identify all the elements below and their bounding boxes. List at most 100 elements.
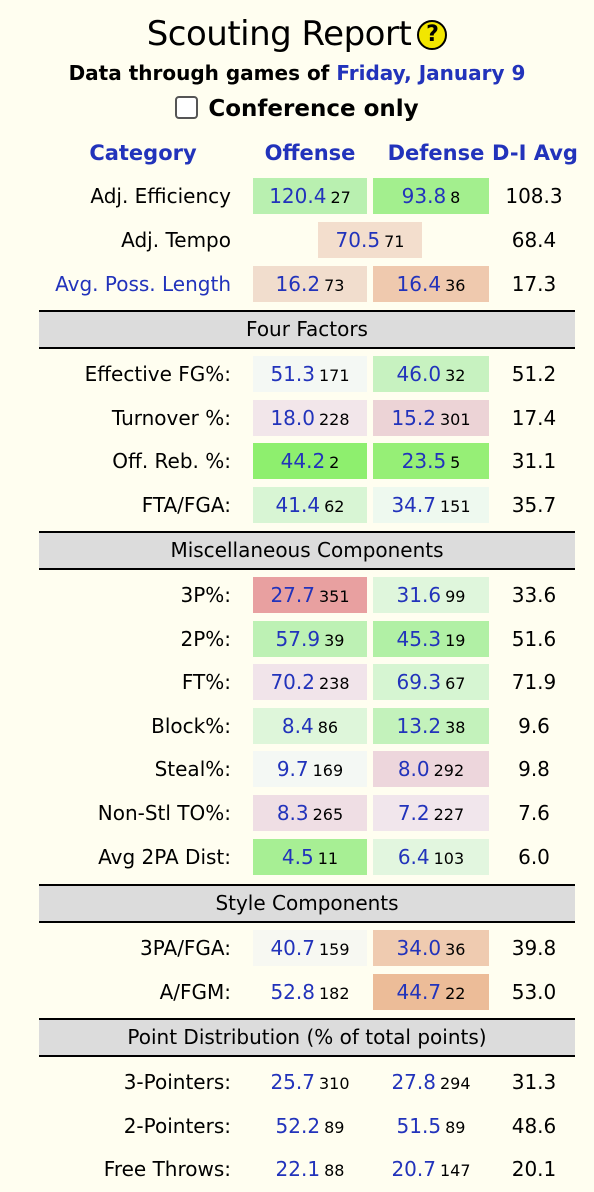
table-row: Avg. Poss. Length 16.2 73 16.4 36 17.3 — [0, 262, 594, 306]
defense-cell-value[interactable]: 7.2 — [397, 801, 430, 825]
d1-avg-cell: 31.3 — [511, 1070, 557, 1094]
offense-header[interactable]: Offense — [264, 141, 356, 165]
table-row: Effective FG%: 51.3 171 46.0 32 51.2 — [0, 352, 594, 396]
defense-cell-value[interactable]: 34.7 — [391, 492, 436, 517]
offense-cell-value[interactable]: 8.3 — [276, 801, 309, 825]
d1-avg-cell: 39.8 — [511, 936, 557, 960]
defense-cell-value[interactable]: 27.8 — [391, 1070, 436, 1094]
question-mark-icon[interactable]: ? — [417, 20, 448, 50]
offense-cell: 16.2 73 — [253, 266, 367, 302]
offense-cell-value[interactable]: 70.2 — [270, 670, 315, 695]
offense-cell-value[interactable]: 25.7 — [270, 1070, 315, 1094]
section-header: Four Factors — [39, 310, 575, 349]
offense-cell-value[interactable]: 27.7 — [270, 583, 315, 607]
defense-cell: 20.7 147 — [373, 1151, 489, 1188]
table-row: Turnover %: 18.0 228 15.2 301 17.4 — [0, 396, 594, 440]
offense-cell-value[interactable]: 57.9 — [275, 626, 321, 651]
d1-avg-cell: 53.0 — [511, 979, 557, 1004]
defense-header[interactable]: Defense — [387, 141, 485, 165]
defense-cell-value[interactable]: 15.2 — [391, 405, 436, 430]
offense-cell: 52.2 89 — [253, 1107, 367, 1144]
title-text: Scouting Report — [146, 14, 412, 54]
offense-cell-value[interactable]: 120.4 — [269, 184, 327, 208]
section-header: Point Distribution (% of total points) — [39, 1018, 575, 1057]
d1-avg-cell: 33.6 — [511, 583, 557, 607]
table-row: 3P%: 27.7 351 31.6 99 33.6 — [0, 573, 594, 617]
offense-cell: 25.7 310 — [253, 1064, 367, 1100]
offense-cell-value[interactable]: 44.2 — [280, 449, 326, 474]
offense-cell-value[interactable]: 52.2 — [275, 1113, 321, 1138]
defense-cell-rank: 147 — [439, 1161, 471, 1181]
offense-cell-value[interactable]: 40.7 — [270, 936, 315, 960]
defense-cell: 34.0 36 — [373, 930, 489, 966]
defense-cell: 69.3 67 — [373, 664, 489, 701]
defense-cell-rank: 8 — [450, 188, 461, 207]
defense-cell-value[interactable]: 23.5 — [401, 449, 447, 474]
offense-cell: 27.7 351 — [253, 577, 367, 613]
table-row: Adj. Efficiency 120.4 27 93.8 8 108.3 — [0, 174, 594, 218]
offense-cell-value[interactable]: 4.5 — [281, 844, 314, 869]
defense-cell-rank: 36 — [445, 276, 466, 295]
offense-cell-value[interactable]: 8.4 — [281, 713, 314, 738]
offense-cell: 51.3 171 — [253, 356, 367, 392]
defense-cell-value[interactable]: 44.7 — [396, 979, 442, 1004]
defense-cell: 34.7 151 — [373, 486, 489, 523]
date-link[interactable]: Friday, January 9 — [336, 61, 526, 85]
row-label: 2-Pointers: — [123, 1113, 231, 1138]
conference-only-toggle[interactable]: Conference only — [0, 96, 594, 122]
offense-cell-value[interactable]: 18.0 — [270, 405, 315, 430]
defense-cell-value[interactable]: 13.2 — [396, 713, 442, 738]
defense-cell-value[interactable]: 31.6 — [396, 583, 442, 607]
defense-cell: 8.0 292 — [373, 751, 489, 788]
defense-cell-value[interactable]: 93.8 — [401, 184, 447, 208]
d1-avg-cell: 17.4 — [511, 405, 557, 430]
d1-avg-header[interactable]: D-I Avg — [492, 141, 578, 165]
offense-cell-rank: 238 — [318, 674, 350, 694]
defense-cell-rank: 151 — [439, 496, 471, 516]
row-label: A/FGM: — [159, 979, 231, 1004]
offense-cell-value[interactable]: 41.4 — [275, 492, 321, 517]
row-label[interactable]: Avg. Poss. Length — [55, 272, 231, 296]
conference-only-checkbox[interactable] — [175, 96, 199, 119]
page-title: Scouting Report? — [0, 14, 594, 54]
table-row: Avg 2PA Dist: 4.5 11 6.4 103 6.0 — [0, 835, 594, 879]
table-row: FT%: 70.2 238 69.3 67 71.9 — [0, 660, 594, 704]
defense-cell-value[interactable]: 16.4 — [396, 272, 442, 296]
category-header[interactable]: Category — [89, 141, 197, 165]
row-label: Avg 2PA Dist: — [98, 844, 231, 869]
offense-cell-rank: 86 — [317, 717, 339, 737]
offense-cell-value[interactable]: 51.3 — [270, 362, 315, 386]
offense-cell: 40.7 159 — [253, 930, 367, 966]
defense-cell-value[interactable]: 69.3 — [396, 670, 442, 695]
defense-cell-value[interactable]: 8.0 — [397, 757, 430, 782]
row-label: 3-Pointers: — [123, 1070, 231, 1094]
row-label: Block%: — [151, 713, 231, 738]
defense-cell-rank: 227 — [433, 805, 465, 824]
defense-cell: 51.5 89 — [373, 1107, 489, 1144]
table-row: 3-Pointers: 25.7 310 27.8 294 31.3 — [0, 1060, 594, 1104]
offense-cell-rank: 39 — [324, 630, 345, 650]
offense-cell-value[interactable]: 22.1 — [275, 1157, 321, 1182]
offense-cell-value[interactable]: 16.2 — [275, 272, 321, 296]
defense-cell: 6.4 103 — [373, 838, 489, 875]
defense-cell-value[interactable]: 45.3 — [396, 626, 442, 651]
row-label: Off. Reb. %: — [112, 449, 231, 474]
offense-cell-rank: 73 — [324, 276, 345, 295]
defense-cell-value[interactable]: 34.0 — [396, 936, 442, 960]
offense-cell: 70.2 238 — [253, 664, 367, 701]
d1-avg-cell: 51.2 — [511, 362, 557, 386]
offense-cell-value[interactable]: 9.7 — [276, 757, 309, 782]
defense-cell-value[interactable]: 6.4 — [397, 844, 430, 869]
row-label: Steal%: — [154, 757, 231, 782]
defense-cell: 44.7 22 — [373, 973, 489, 1010]
defense-cell-value[interactable]: 51.5 — [396, 1113, 442, 1138]
offense-cell-rank: 88 — [324, 1161, 345, 1181]
tempo-cell-value[interactable]: 70.5 — [335, 228, 381, 252]
table-row: Adj. Tempo 70.5 71 68.4 — [0, 218, 594, 262]
row-label: Effective FG%: — [84, 362, 231, 386]
defense-cell-value[interactable]: 46.0 — [396, 362, 442, 386]
defense-cell-value[interactable]: 20.7 — [391, 1157, 436, 1182]
table-row: 2P%: 57.9 39 45.3 19 51.6 — [0, 617, 594, 661]
offense-cell-rank: 169 — [312, 761, 344, 781]
offense-cell-value[interactable]: 52.8 — [270, 979, 315, 1004]
